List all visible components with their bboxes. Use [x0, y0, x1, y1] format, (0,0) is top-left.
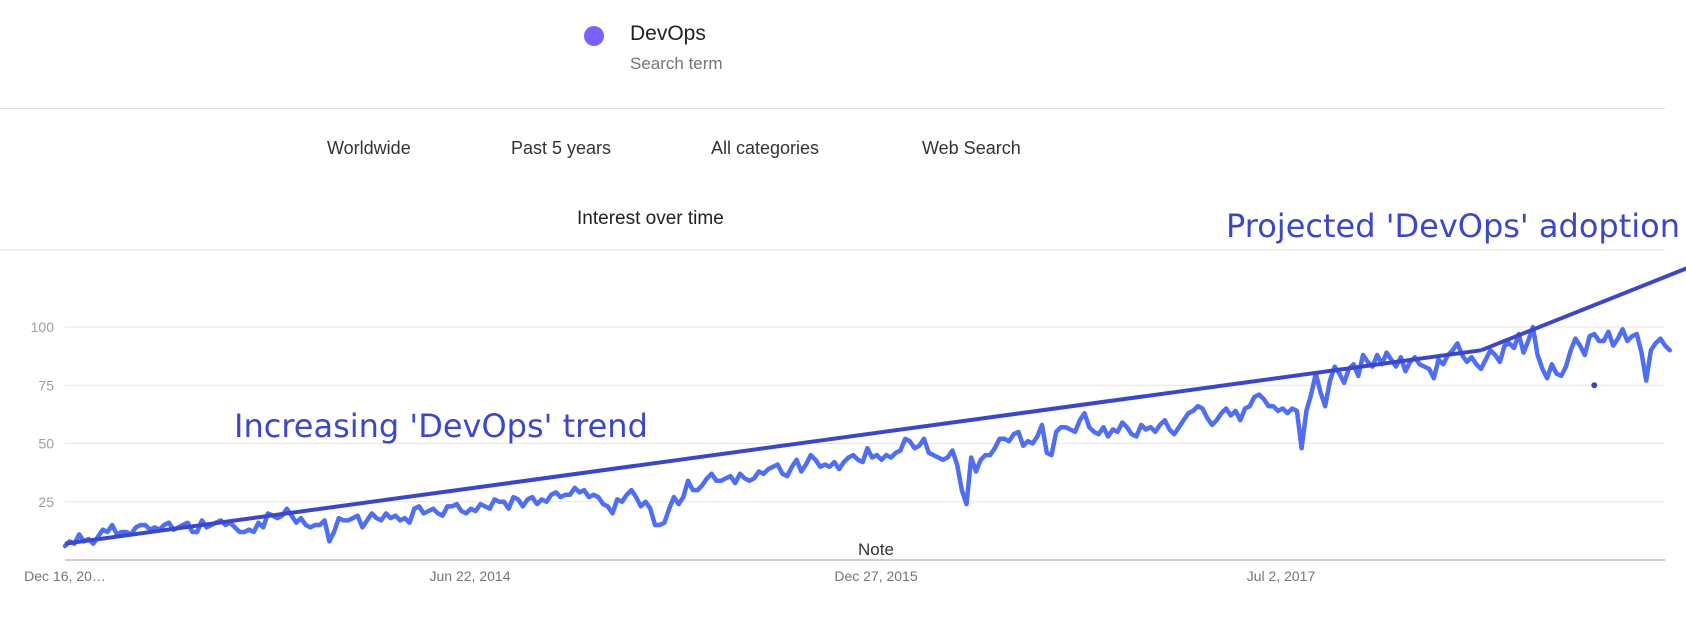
projection-point: [1591, 382, 1598, 389]
chart-title: Interest over time: [577, 208, 724, 229]
note-label[interactable]: Note: [858, 540, 894, 559]
time-range-filter-button[interactable]: Past 5 years: [511, 138, 612, 158]
y-tick-label: 75: [38, 377, 54, 393]
region-filter-button[interactable]: Worldwide: [327, 138, 411, 158]
legend-term-label: DevOps: [630, 22, 706, 45]
x-tick-label: Dec 16, 20…: [24, 568, 106, 584]
x-tick-label: Jul 2, 2017: [1247, 568, 1316, 584]
projection-line: [1480, 266, 1686, 353]
filter-bar: Worldwide Past 5 years All categories We…: [0, 138, 1686, 162]
y-tick-label: 50: [38, 436, 54, 452]
x-tick-label: Dec 27, 2015: [834, 568, 917, 584]
legend-sublabel: Search term: [630, 54, 723, 73]
search-type-filter-button[interactable]: Web Search: [922, 138, 1021, 158]
x-tick-label: Jun 22, 2014: [430, 568, 511, 584]
annotation-projection-label: Projected 'DevOps' adoption: [1226, 207, 1680, 245]
annotation-trend-label: Increasing 'DevOps' trend: [234, 407, 648, 445]
category-filter-button[interactable]: All categories: [711, 138, 820, 158]
trendline: [64, 348, 1482, 546]
series-color-dot: [584, 26, 604, 46]
header-divider: [0, 108, 1665, 109]
y-tick-label: 100: [31, 319, 55, 335]
y-tick-label: 25: [38, 494, 54, 510]
